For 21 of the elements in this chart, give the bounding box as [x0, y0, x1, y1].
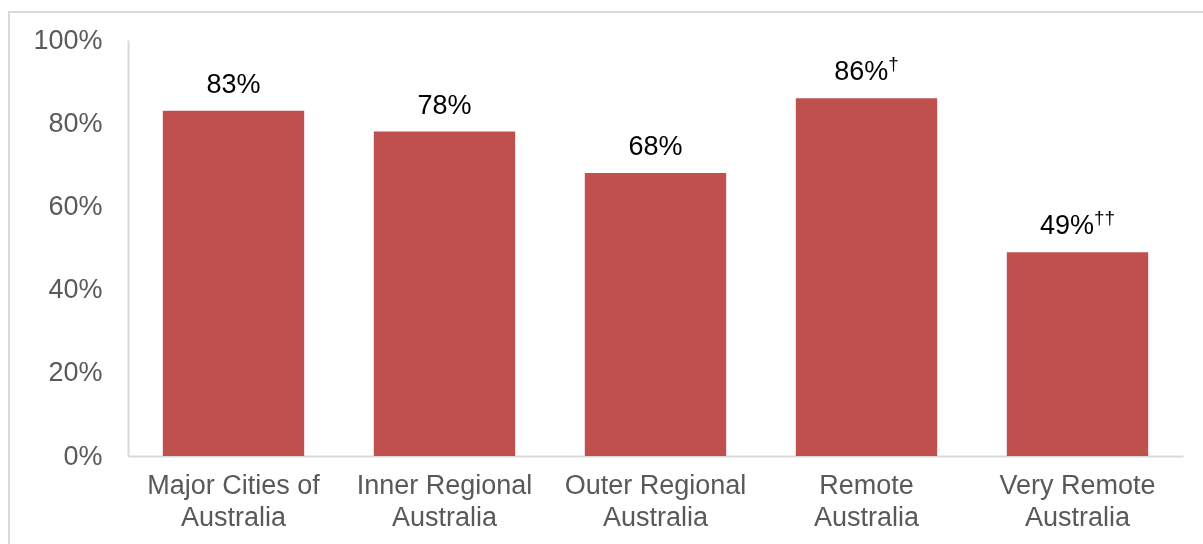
x-tick-label: Remote Australia: [813, 469, 921, 532]
bar: [373, 131, 516, 456]
data-label: 86%$^{†}$: [834, 52, 899, 87]
x-tick-label: Outer Regional Australia: [564, 469, 747, 532]
y-tick-label: 60%: [48, 190, 103, 221]
y-tick-label: 20%: [48, 357, 103, 388]
y-tick-label: 80%: [48, 107, 103, 138]
y-tick-label: 0%: [63, 440, 103, 471]
data-label: 78%: [417, 89, 472, 120]
data-label: 68%: [628, 131, 683, 162]
x-tick-label: Inner Regional Australia: [356, 469, 533, 532]
y-tick-label: 100%: [33, 24, 103, 55]
bar: [162, 110, 305, 456]
y-tick-label: 40%: [48, 274, 103, 305]
data-label: 83%: [206, 68, 261, 99]
bar: [795, 98, 938, 456]
x-tick-label: Very Remote Australia: [999, 469, 1156, 532]
x-tick-label: Major Cities of Australia: [147, 469, 321, 532]
data-label: 49%$^{††}$: [1039, 206, 1116, 241]
bar: [1006, 252, 1149, 456]
bar: [584, 173, 727, 456]
